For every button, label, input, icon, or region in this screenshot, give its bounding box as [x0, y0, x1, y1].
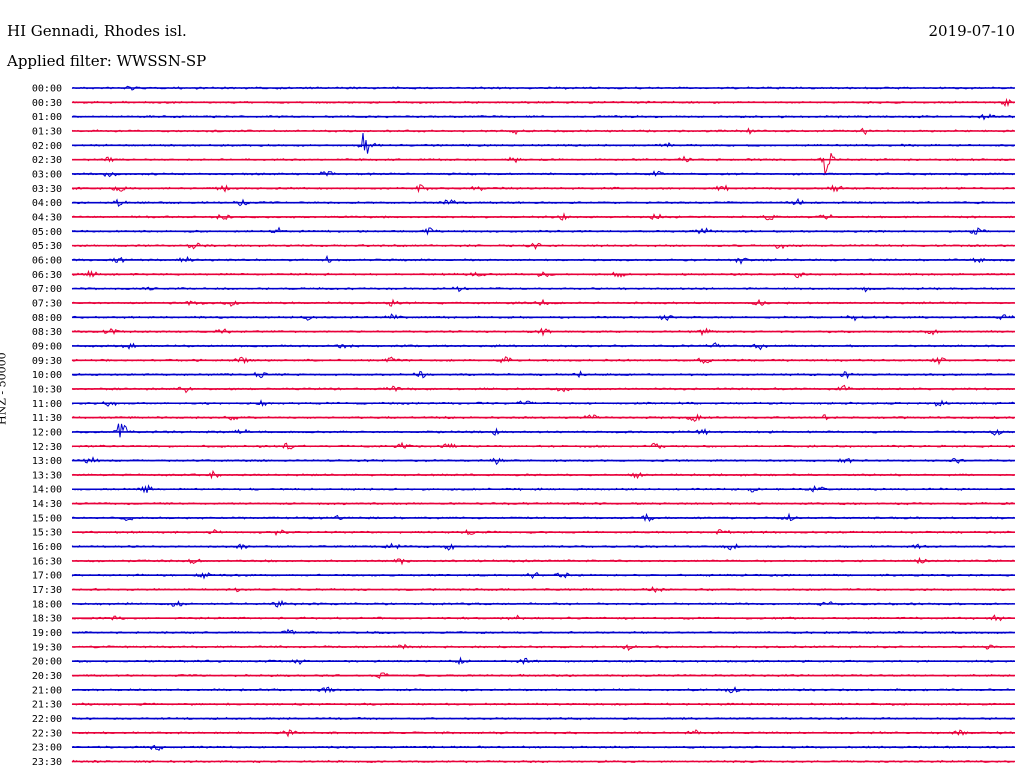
time-tick-label: 01:30 — [32, 126, 62, 137]
time-tick-label: 07:00 — [32, 284, 62, 295]
time-tick-label: 10:30 — [32, 384, 62, 395]
time-tick-label: 18:30 — [32, 614, 62, 625]
time-tick-label: 16:30 — [32, 556, 62, 567]
time-tick-label: 02:00 — [32, 141, 62, 152]
trace-line — [71, 132, 1014, 154]
time-tick-label: 16:00 — [32, 542, 62, 553]
time-tick-label: 17:30 — [32, 585, 62, 596]
time-tick-label: 05:00 — [32, 227, 62, 238]
time-tick-label: 04:30 — [32, 212, 62, 223]
filter-subtitle: Applied filter: WWSSN-SP — [7, 52, 207, 70]
time-tick-label: 01:00 — [32, 112, 62, 123]
time-tick-label: 20:00 — [32, 657, 62, 668]
station-title: HI Gennadi, Rhodes isl. — [7, 22, 187, 40]
time-tick-label: 04:00 — [32, 198, 62, 209]
time-tick-label: 14:30 — [32, 499, 62, 510]
time-tick-label: 22:00 — [32, 714, 62, 725]
time-tick-label: 03:00 — [32, 169, 62, 180]
time-tick-label: 07:30 — [32, 298, 62, 309]
time-tick-label: 05:30 — [32, 241, 62, 252]
time-tick-label: 21:30 — [32, 700, 62, 711]
time-tick-label: 06:00 — [32, 255, 62, 266]
time-tick-label: 19:30 — [32, 642, 62, 653]
time-tick-label: 21:00 — [32, 685, 62, 696]
time-tick-label: 11:00 — [32, 399, 62, 410]
time-tick-label: 23:00 — [32, 743, 62, 754]
trace-line — [71, 153, 1015, 176]
time-tick-label: 03:30 — [32, 184, 62, 195]
time-tick-label: 02:30 — [32, 155, 62, 166]
time-tick-label: 18:00 — [32, 599, 62, 610]
time-tick-label: 15:00 — [32, 513, 62, 524]
time-tick-label: 08:00 — [32, 313, 62, 324]
time-tick-label: 13:00 — [32, 456, 62, 467]
time-tick-label: 09:30 — [32, 356, 62, 367]
time-tick-label: 09:00 — [32, 341, 62, 352]
time-tick-label: 12:30 — [32, 442, 62, 453]
time-tick-label: 12:00 — [32, 427, 62, 438]
date-label: 2019-07-10 — [928, 22, 1015, 40]
time-tick-label: 19:00 — [32, 628, 62, 639]
time-tick-label: 06:30 — [32, 270, 62, 281]
time-tick-label: 10:00 — [32, 370, 62, 381]
time-tick-label: 17:00 — [32, 571, 62, 582]
time-tick-label: 15:30 — [32, 528, 62, 539]
time-tick-label: 14:00 — [32, 485, 62, 496]
time-tick-label: 00:00 — [32, 84, 62, 95]
time-tick-label: 13:30 — [32, 470, 62, 481]
time-tick-label: 00:30 — [32, 98, 62, 109]
trace-line — [71, 423, 1015, 438]
time-tick-label: 20:30 — [32, 671, 62, 682]
time-tick-label: 11:30 — [32, 413, 62, 424]
time-tick-label: 08:30 — [32, 327, 62, 338]
time-tick-label: 23:30 — [32, 757, 62, 768]
time-tick-label: 22:30 — [32, 728, 62, 739]
